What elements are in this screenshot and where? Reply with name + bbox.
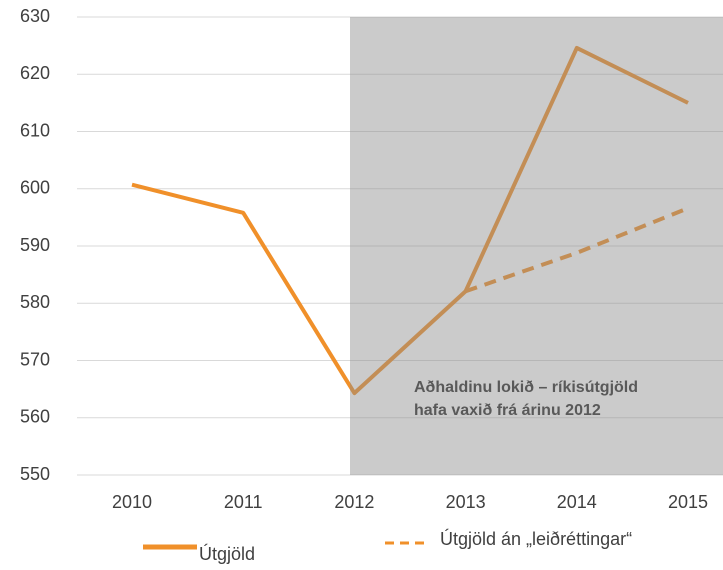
y-tick-label: 550: [20, 464, 50, 484]
y-tick-label: 620: [20, 63, 50, 83]
x-tick-label: 2010: [112, 492, 152, 512]
series-line: [131, 45, 689, 396]
lines: [131, 45, 689, 396]
shaded-region: [350, 17, 723, 475]
y-tick-label: 630: [20, 6, 50, 26]
grid: [77, 16, 723, 476]
y-tick-label: 570: [20, 349, 50, 369]
y-tick-label: 580: [20, 292, 50, 312]
annotation: hafa vaxið frá árinu 2012: [414, 402, 601, 419]
x-tick-label: 2011: [224, 492, 263, 512]
labels: 550 560 570 580 590 600 610 620 630 2010 2011 2012 2…: [20, 6, 708, 564]
annotation: Aðhaldinu lokið – ríkisútgjöld: [414, 379, 638, 396]
x-tick-label: 2012: [334, 492, 374, 512]
x-tick-label: 2013: [446, 492, 486, 512]
y-tick-label: 610: [20, 120, 50, 140]
x-tick-label: 2015: [668, 492, 708, 512]
y-tick-label: 560: [20, 407, 50, 427]
legend-label: Útgjöld: [199, 543, 255, 564]
y-tick-label: 590: [20, 235, 50, 255]
x-tick-label: 2014: [557, 492, 597, 512]
legend-label: Útgjöld án „leiðréttingar“: [440, 528, 632, 549]
y-tick-label: 600: [20, 178, 50, 198]
